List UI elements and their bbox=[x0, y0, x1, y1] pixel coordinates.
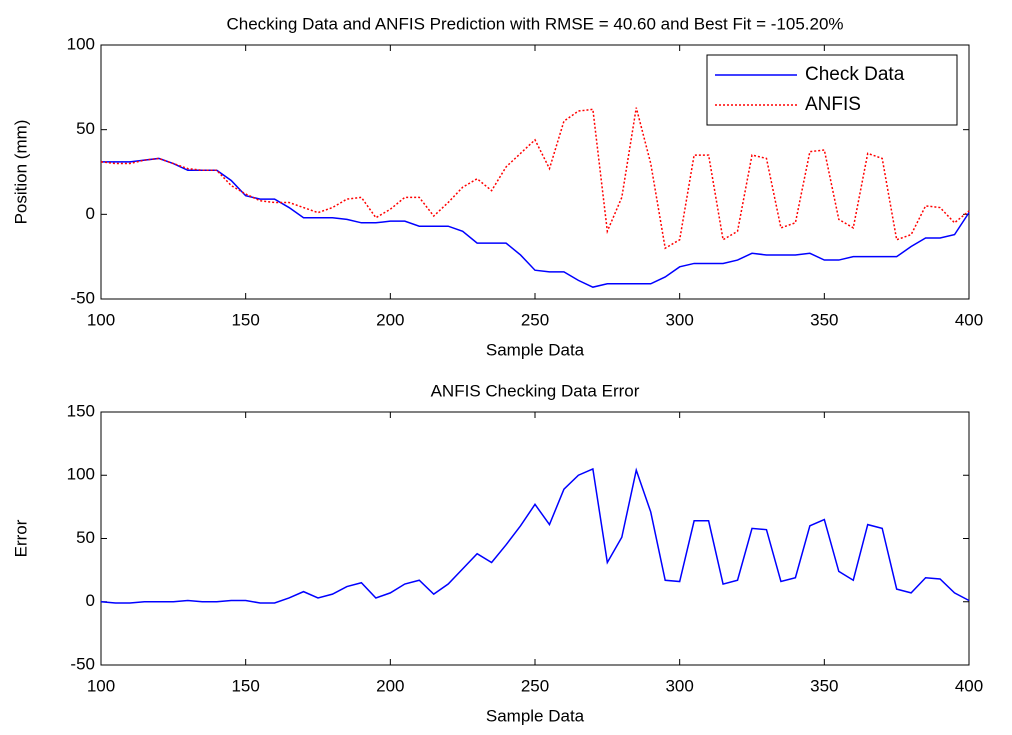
x-tick-label: 200 bbox=[376, 676, 404, 695]
y-tick-label: -50 bbox=[70, 654, 95, 673]
x-axis-label: Sample Data bbox=[486, 706, 585, 725]
y-tick-label: 150 bbox=[67, 401, 95, 420]
plot-area bbox=[100, 411, 970, 666]
x-tick-label: 150 bbox=[231, 310, 259, 329]
x-tick-label: 300 bbox=[665, 310, 693, 329]
legend-label: Check Data bbox=[805, 64, 905, 85]
y-tick-label: 0 bbox=[86, 591, 95, 610]
y-axis-label: Error bbox=[11, 519, 30, 557]
legend-box bbox=[706, 54, 958, 126]
data-line bbox=[100, 467, 970, 604]
x-tick-label: 250 bbox=[521, 676, 549, 695]
x-tick-label: 100 bbox=[87, 676, 115, 695]
chart-title: ANFIS Checking Data Error bbox=[431, 381, 640, 400]
legend-label: ANFIS bbox=[805, 94, 861, 115]
y-axis-label: Position (mm) bbox=[11, 120, 30, 225]
y-tick-label: 50 bbox=[76, 528, 95, 547]
x-tick-label: 400 bbox=[955, 310, 983, 329]
x-axis-label: Sample Data bbox=[486, 340, 585, 359]
chart-title: Checking Data and ANFIS Prediction with … bbox=[226, 14, 843, 33]
y-tick-label: 50 bbox=[76, 119, 95, 138]
x-tick-label: 350 bbox=[810, 676, 838, 695]
data-line bbox=[100, 107, 970, 250]
x-tick-label: 200 bbox=[376, 310, 404, 329]
y-tick-label: 100 bbox=[67, 34, 95, 53]
x-tick-label: 400 bbox=[955, 676, 983, 695]
x-tick-label: 100 bbox=[87, 310, 115, 329]
x-tick-label: 350 bbox=[810, 310, 838, 329]
data-line bbox=[101, 157, 970, 288]
y-tick-label: -50 bbox=[70, 288, 95, 307]
y-tick-label: 100 bbox=[67, 465, 95, 484]
x-tick-label: 150 bbox=[231, 676, 259, 695]
x-tick-label: 300 bbox=[665, 676, 693, 695]
x-tick-label: 250 bbox=[521, 310, 549, 329]
y-tick-label: 0 bbox=[86, 204, 95, 223]
